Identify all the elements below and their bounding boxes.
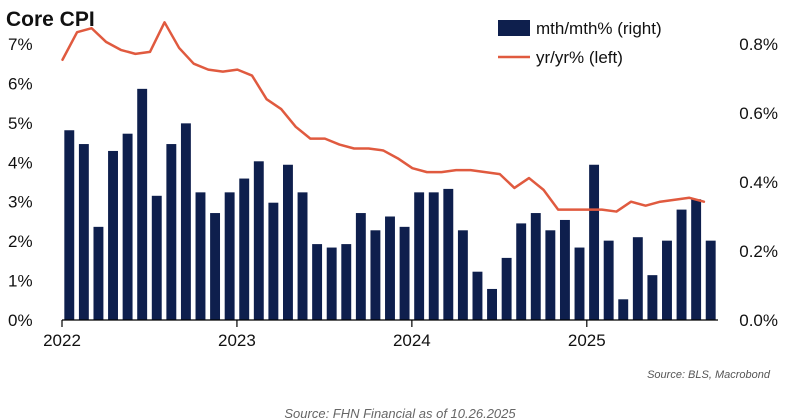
mom-bar bbox=[210, 213, 221, 320]
mom-bar bbox=[195, 192, 206, 320]
right-tick-label: 0.4% bbox=[739, 173, 778, 192]
mom-bar bbox=[487, 288, 497, 320]
mom-bar bbox=[589, 164, 600, 320]
chart-source: Source: BLS, Macrobond bbox=[647, 369, 771, 381]
mom-bar bbox=[691, 199, 702, 320]
mom-bar bbox=[559, 219, 570, 320]
right-tick-label: 0.8% bbox=[739, 35, 778, 54]
legend: mth/mth% (right) yr/yr% (left) bbox=[498, 19, 662, 67]
mom-bar bbox=[93, 226, 104, 320]
mom-bar bbox=[443, 188, 454, 320]
left-tick-label: 5% bbox=[8, 114, 33, 133]
x-tick-label: 2024 bbox=[393, 331, 431, 350]
left-axis-ticks: 0% 1% 2% 3% 4% 5% 6% 7% bbox=[8, 35, 33, 330]
yoy-line bbox=[61, 21, 706, 213]
mom-bar bbox=[151, 195, 162, 320]
mom-bar bbox=[603, 240, 614, 320]
footer-source: Source: FHN Financial as of 10.26.2025 bbox=[284, 406, 516, 419]
left-tick-label: 6% bbox=[8, 74, 33, 93]
chart-title: Core CPI bbox=[6, 8, 95, 31]
mom-bar bbox=[399, 226, 410, 320]
mom-bar bbox=[253, 161, 264, 320]
mom-bar bbox=[355, 213, 366, 320]
mom-bar bbox=[239, 178, 250, 320]
mom-bar bbox=[297, 192, 308, 320]
mom-bar bbox=[166, 144, 177, 320]
left-tick-label: 0% bbox=[8, 311, 33, 330]
x-tick-label: 2025 bbox=[568, 331, 606, 350]
mom-bar bbox=[137, 88, 148, 320]
mom-bar bbox=[268, 202, 279, 320]
mom-bar bbox=[516, 223, 527, 320]
mom-bar bbox=[705, 240, 716, 320]
legend-line-label: yr/yr% (left) bbox=[536, 48, 623, 67]
left-tick-label: 7% bbox=[8, 35, 33, 54]
mom-bar bbox=[370, 230, 381, 320]
mom-bar bbox=[385, 216, 395, 320]
mom-bar bbox=[122, 133, 133, 320]
mom-bar bbox=[428, 192, 439, 320]
mom-bar bbox=[78, 144, 89, 320]
left-tick-label: 2% bbox=[8, 232, 33, 251]
right-axis-ticks: 0.0% 0.2% 0.4% 0.6% 0.8% bbox=[739, 35, 778, 330]
mom-bar bbox=[224, 192, 235, 320]
mom-bar bbox=[530, 213, 541, 320]
mom-bar bbox=[341, 244, 352, 320]
x-axis-ticks: 2022 2023 2024 2025 bbox=[43, 320, 606, 350]
mom-bars bbox=[64, 88, 716, 320]
mom-bar bbox=[632, 237, 643, 320]
mom-bar bbox=[618, 299, 629, 320]
mom-bar bbox=[64, 130, 75, 320]
mom-bar bbox=[662, 240, 672, 320]
mom-bar bbox=[414, 192, 425, 320]
mom-bar bbox=[501, 257, 512, 320]
left-tick-label: 4% bbox=[8, 153, 33, 172]
right-tick-label: 0.2% bbox=[739, 242, 778, 261]
mom-bar bbox=[108, 150, 118, 320]
legend-bar-swatch bbox=[498, 20, 530, 36]
right-tick-label: 0.6% bbox=[739, 104, 778, 123]
mom-bar bbox=[545, 230, 556, 320]
mom-bar bbox=[326, 247, 337, 320]
mom-bar bbox=[180, 123, 191, 320]
mom-bar bbox=[676, 209, 687, 320]
mom-bar bbox=[472, 271, 483, 320]
mom-bar bbox=[457, 230, 468, 320]
x-tick-label: 2022 bbox=[43, 331, 81, 350]
mom-bar bbox=[312, 244, 323, 320]
legend-bar-label: mth/mth% (right) bbox=[536, 19, 662, 38]
mom-bar bbox=[647, 275, 658, 320]
mom-bar bbox=[574, 247, 585, 320]
x-tick-label: 2023 bbox=[218, 331, 256, 350]
left-tick-label: 1% bbox=[8, 272, 33, 291]
left-tick-label: 3% bbox=[8, 193, 33, 212]
mom-bar bbox=[283, 164, 293, 320]
right-tick-label: 0.0% bbox=[739, 311, 778, 330]
